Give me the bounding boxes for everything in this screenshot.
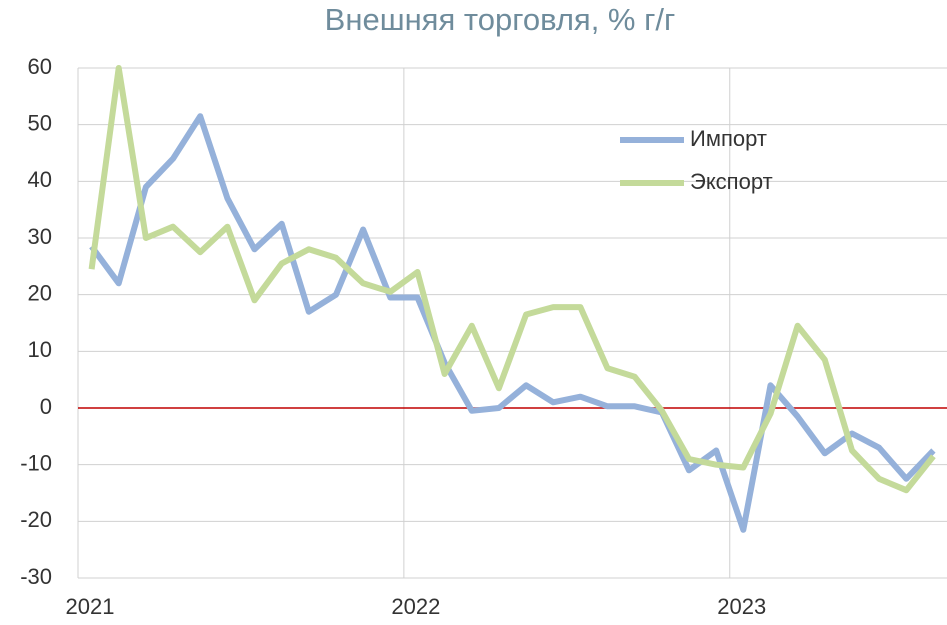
y-tick-label: 10: [28, 337, 52, 362]
y-tick-label: 30: [28, 224, 52, 249]
y-tick-label: 0: [40, 394, 52, 419]
legend-label: Экспорт: [690, 169, 773, 194]
y-tick-label: -30: [20, 564, 52, 589]
y-tick-label: -10: [20, 450, 52, 475]
y-tick-label: 50: [28, 110, 52, 135]
x-tick-label: 2021: [66, 594, 115, 619]
legend-label: Импорт: [690, 126, 767, 151]
x-tick-label: 2023: [717, 594, 766, 619]
series-line: [89, 113, 936, 533]
chart-title: Внешняя торговля, % г/г: [325, 2, 676, 37]
y-tick-label: 40: [28, 167, 52, 192]
x-tick-label: 2022: [391, 594, 440, 619]
y-tick-label: -20: [20, 507, 52, 532]
series-line: [88, 65, 936, 494]
y-tick-label: 60: [28, 54, 52, 79]
y-tick-label: 20: [28, 280, 52, 305]
